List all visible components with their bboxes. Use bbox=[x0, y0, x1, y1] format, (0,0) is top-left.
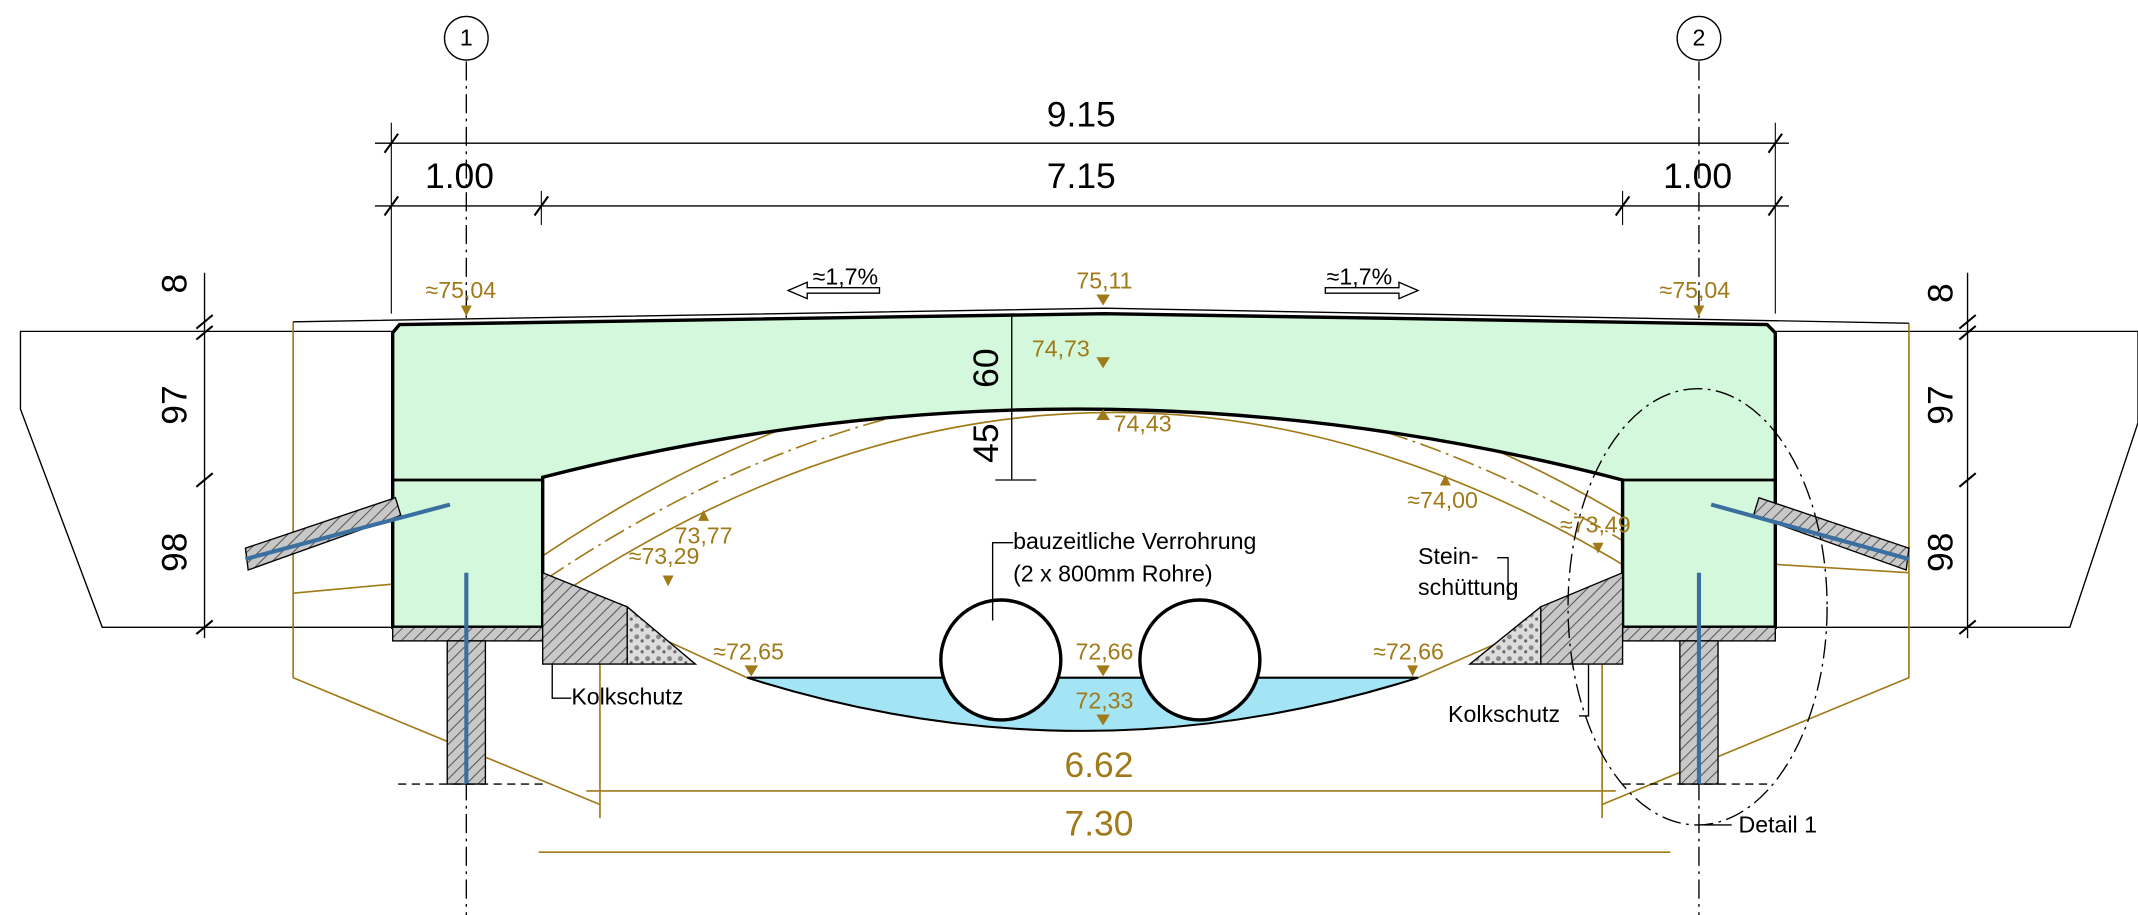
note: bauzeitliche Verrohrung bbox=[1013, 528, 1256, 554]
elevation: ≈75,04 bbox=[426, 277, 497, 303]
dimension: 7.30 bbox=[1065, 804, 1134, 844]
drawing bbox=[19, 15, 2138, 915]
note: Detail 1 bbox=[1738, 811, 1817, 837]
note: Kolkschutz bbox=[571, 683, 683, 709]
elevation: ≈73,29 bbox=[629, 543, 700, 569]
elevation: ≈74,00 bbox=[1407, 487, 1478, 513]
elevation: 74,43 bbox=[1114, 411, 1172, 437]
note: Stein- bbox=[1418, 543, 1479, 569]
elevation: 75,11 bbox=[1076, 267, 1132, 293]
note: schüttung bbox=[1418, 574, 1518, 600]
elevation: 72,33 bbox=[1075, 687, 1133, 713]
elevation: ≈73,49 bbox=[1560, 511, 1631, 537]
dimension: 1.00 bbox=[1663, 156, 1732, 196]
dimension: 98 bbox=[155, 533, 195, 572]
slope: ≈1,7% bbox=[1327, 263, 1393, 289]
dimension: 97 bbox=[1920, 385, 1960, 424]
dimension: 6.62 bbox=[1065, 745, 1134, 785]
dimension: 1.00 bbox=[425, 156, 494, 196]
labels: 1 2 9.15 1.00 7.15 1.00 8 97 98 8 97 98 … bbox=[155, 25, 1961, 844]
dimension: 97 bbox=[155, 385, 195, 424]
dimension: 7.15 bbox=[1047, 156, 1116, 196]
dimension: 98 bbox=[1920, 533, 1960, 572]
axis-label: 2 bbox=[1693, 25, 1706, 51]
dimension: 60 bbox=[966, 348, 1006, 387]
elevation: ≈72,66 bbox=[1373, 638, 1444, 664]
note: Kolkschutz bbox=[1448, 701, 1560, 727]
elevation: ≈72,65 bbox=[713, 638, 784, 664]
elevation: 73,77 bbox=[675, 522, 733, 548]
elevation: 72,66 bbox=[1075, 638, 1133, 664]
dimension: 45 bbox=[966, 423, 1006, 462]
elevation: ≈75,04 bbox=[1660, 277, 1731, 303]
note: (2 x 800mm Rohre) bbox=[1013, 561, 1212, 587]
elevation: 74,73 bbox=[1032, 336, 1090, 362]
dimension: 9.15 bbox=[1047, 95, 1116, 135]
slope: ≈1,7% bbox=[813, 263, 879, 289]
axis-label: 1 bbox=[460, 25, 473, 51]
dimension: 8 bbox=[1920, 283, 1960, 303]
dimension: 8 bbox=[155, 274, 195, 294]
